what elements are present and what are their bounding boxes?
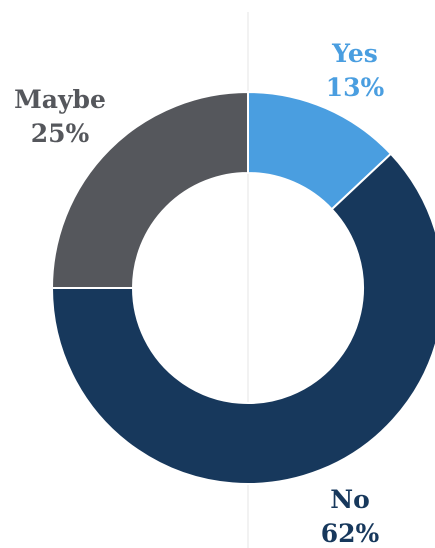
slice-label-no-value: 62% <box>321 519 380 548</box>
slice-label-no-name: No <box>330 485 370 514</box>
slice-label-maybe-name: Maybe <box>14 85 106 114</box>
slice-maybe <box>50 90 249 289</box>
slice-label-maybe-value: 25% <box>31 119 90 148</box>
slice-no <box>50 152 435 485</box>
slice-labels: Yes 13% No 62% Maybe 25% <box>14 39 384 548</box>
slice-label-yes-name: Yes <box>331 39 378 68</box>
slice-label-yes-value: 13% <box>326 73 385 102</box>
slices <box>50 90 435 485</box>
